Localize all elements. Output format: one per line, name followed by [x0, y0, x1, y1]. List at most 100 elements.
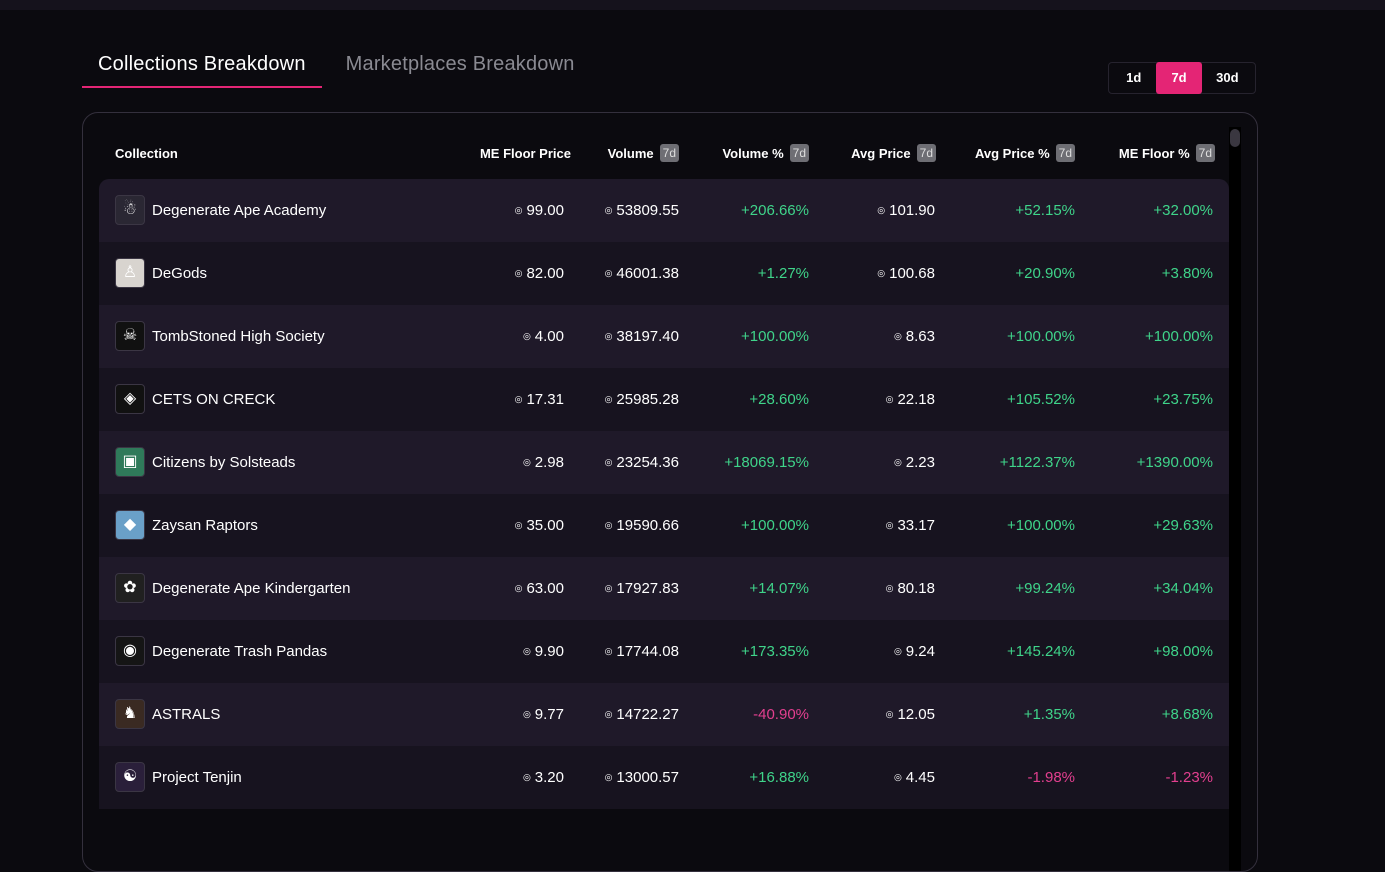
- tab-marketplaces-breakdown[interactable]: Marketplaces Breakdown: [345, 53, 575, 75]
- floor-pct: -1.23%: [1165, 769, 1213, 786]
- floor-price: ◎ 99.00: [514, 202, 564, 219]
- range-7d-button[interactable]: 7d: [1156, 62, 1202, 94]
- collection-name[interactable]: DeGods: [152, 265, 208, 282]
- sol-icon: ◎: [514, 394, 523, 404]
- table-row[interactable]: ◈ CETS ON CRECK ◎ 17.31 ◎ 25985.28 +28.60% ◎ 22.…: [99, 368, 1229, 431]
- table-body: ☃ Degenerate Ape Academy ◎ 99.00 ◎ 53809.55 +2…: [99, 179, 1229, 809]
- floor-pct: +98.00%: [1153, 643, 1213, 660]
- collection-name[interactable]: Citizens by Solsteads: [152, 454, 296, 471]
- avg-price-pct: -1.98%: [1027, 769, 1075, 786]
- volume: ◎ 23254.36: [604, 454, 679, 471]
- collection-name[interactable]: Degenerate Ape Academy: [152, 202, 327, 219]
- table-row[interactable]: ☯ Project Tenjin ◎ 3.20 ◎ 13000.57 +16.88% ◎ 4.4…: [99, 746, 1229, 809]
- sol-icon: ◎: [885, 520, 894, 530]
- column-header-avg-price[interactable]: Avg Price 7d: [851, 137, 936, 171]
- collection-name[interactable]: Degenerate Trash Pandas: [152, 643, 328, 660]
- avg-price-pct: +105.52%: [1007, 391, 1075, 408]
- floor-price: ◎ 3.20: [522, 769, 564, 786]
- avg-price: ◎ 4.45: [893, 769, 935, 786]
- avg-price: ◎ 12.05: [885, 706, 935, 723]
- column-header-avg-price-pct[interactable]: Avg Price % 7d: [975, 137, 1075, 171]
- collection-name[interactable]: Zaysan Raptors: [152, 517, 258, 534]
- sol-icon: ◎: [522, 331, 531, 341]
- sol-icon: ◎: [522, 709, 531, 719]
- column-header-volume[interactable]: Volume 7d: [608, 137, 679, 171]
- column-header-collection[interactable]: Collection: [115, 146, 178, 161]
- avg-price: ◎ 9.24: [893, 643, 935, 660]
- floor-pct: +23.75%: [1153, 391, 1213, 408]
- tab-collections-breakdown[interactable]: Collections Breakdown: [82, 40, 322, 88]
- table-row[interactable]: ♞ ASTRALS ◎ 9.77 ◎ 14722.27 -40.90% ◎ 12.05 +1.35…: [99, 683, 1229, 746]
- floor-price: ◎ 82.00: [514, 265, 564, 282]
- sol-icon: ◎: [877, 205, 886, 215]
- sol-icon: ◎: [893, 772, 902, 782]
- sol-icon: ◎: [604, 457, 613, 467]
- top-bar: [0, 0, 1385, 10]
- sol-icon: ◎: [604, 331, 613, 341]
- sol-icon: ◎: [604, 520, 613, 530]
- collection-avatar-icon: ✿: [115, 573, 145, 603]
- table-row[interactable]: ◆ Zaysan Raptors ◎ 35.00 ◎ 19590.66 +100.00% ◎ 3…: [99, 494, 1229, 557]
- volume-pct: -40.90%: [753, 706, 809, 723]
- period-badge: 7d: [659, 144, 679, 162]
- avg-price: ◎ 33.17: [885, 517, 935, 534]
- collection-name[interactable]: ASTRALS: [152, 706, 221, 723]
- sol-icon: ◎: [604, 646, 613, 656]
- floor-pct: +3.80%: [1161, 265, 1213, 282]
- collection-name[interactable]: Project Tenjin: [152, 769, 242, 786]
- column-header-volume-pct[interactable]: Volume % 7d: [722, 137, 809, 171]
- volume-pct: +28.60%: [749, 391, 809, 408]
- scrollbar[interactable]: [1229, 127, 1241, 871]
- collection-name[interactable]: CETS ON CRECK: [152, 391, 276, 408]
- collection-avatar-icon: ♙: [115, 258, 145, 288]
- volume: ◎ 17744.08: [604, 643, 679, 660]
- range-30d-button[interactable]: 30d: [1216, 70, 1239, 85]
- floor-price: ◎ 4.00: [522, 328, 564, 345]
- avg-price-pct: +1122.37%: [999, 454, 1075, 471]
- sol-icon: ◎: [885, 394, 894, 404]
- floor-price: ◎ 2.98: [522, 454, 564, 471]
- time-range-selector: 1d 7d 30d: [1108, 62, 1256, 94]
- table-row[interactable]: ◉ Degenerate Trash Pandas ◎ 9.90 ◎ 17744.08 +1…: [99, 620, 1229, 683]
- column-header-floor-pct[interactable]: ME Floor % 7d: [1119, 137, 1215, 171]
- volume: ◎ 19590.66: [604, 517, 679, 534]
- volume-pct: +1.27%: [757, 265, 809, 282]
- sol-icon: ◎: [514, 205, 523, 215]
- avg-price-pct: +145.24%: [1007, 643, 1075, 660]
- sol-icon: ◎: [877, 268, 886, 278]
- volume: ◎ 53809.55: [604, 202, 679, 219]
- floor-pct: +1390.00%: [1136, 454, 1213, 471]
- table-row[interactable]: ☠ TombStoned High Society ◎ 4.00 ◎ 38197.40 +1…: [99, 305, 1229, 368]
- floor-price: ◎ 9.77: [522, 706, 564, 723]
- volume-pct: +16.88%: [749, 769, 809, 786]
- collection-avatar-icon: ◆: [115, 510, 145, 540]
- table-row[interactable]: ▣ Citizens by Solsteads ◎ 2.98 ◎ 23254.36 +180…: [99, 431, 1229, 494]
- column-header-floor-price[interactable]: ME Floor Price: [479, 146, 571, 161]
- sol-icon: ◎: [885, 583, 894, 593]
- collections-table-panel: Collection ME Floor Price Volume 7d Volum…: [82, 112, 1258, 872]
- volume-pct: +14.07%: [749, 580, 809, 597]
- range-1d-button[interactable]: 1d: [1126, 70, 1142, 85]
- volume-pct: +18069.15%: [724, 454, 809, 471]
- sol-icon: ◎: [514, 583, 523, 593]
- avg-price-pct: +52.15%: [1015, 202, 1075, 219]
- collection-name[interactable]: Degenerate Ape Kindergarten: [152, 580, 351, 597]
- sol-icon: ◎: [604, 583, 613, 593]
- sol-icon: ◎: [604, 268, 613, 278]
- avg-price-pct: +99.24%: [1015, 580, 1075, 597]
- sol-icon: ◎: [604, 772, 613, 782]
- period-badge: 7d: [1195, 144, 1215, 162]
- table-row[interactable]: ✿ Degenerate Ape Kindergarten ◎ 63.00 ◎ 17927…: [99, 557, 1229, 620]
- avg-price: ◎ 100.68: [877, 265, 935, 282]
- floor-pct: +32.00%: [1153, 202, 1213, 219]
- table-row[interactable]: ☃ Degenerate Ape Academy ◎ 99.00 ◎ 53809.55 +2…: [99, 179, 1229, 242]
- scrollbar-thumb[interactable]: [1230, 129, 1240, 147]
- floor-pct: +29.63%: [1153, 517, 1213, 534]
- sol-icon: ◎: [893, 457, 902, 467]
- collection-avatar-icon: ☯: [115, 762, 145, 792]
- collection-avatar-icon: ▣: [115, 447, 145, 477]
- collection-name[interactable]: TombStoned High Society: [152, 328, 325, 345]
- table-row[interactable]: ♙ DeGods ◎ 82.00 ◎ 46001.38 +1.27% ◎ 100.68 +20.9…: [99, 242, 1229, 305]
- avg-price: ◎ 8.63: [893, 328, 935, 345]
- sol-icon: ◎: [885, 709, 894, 719]
